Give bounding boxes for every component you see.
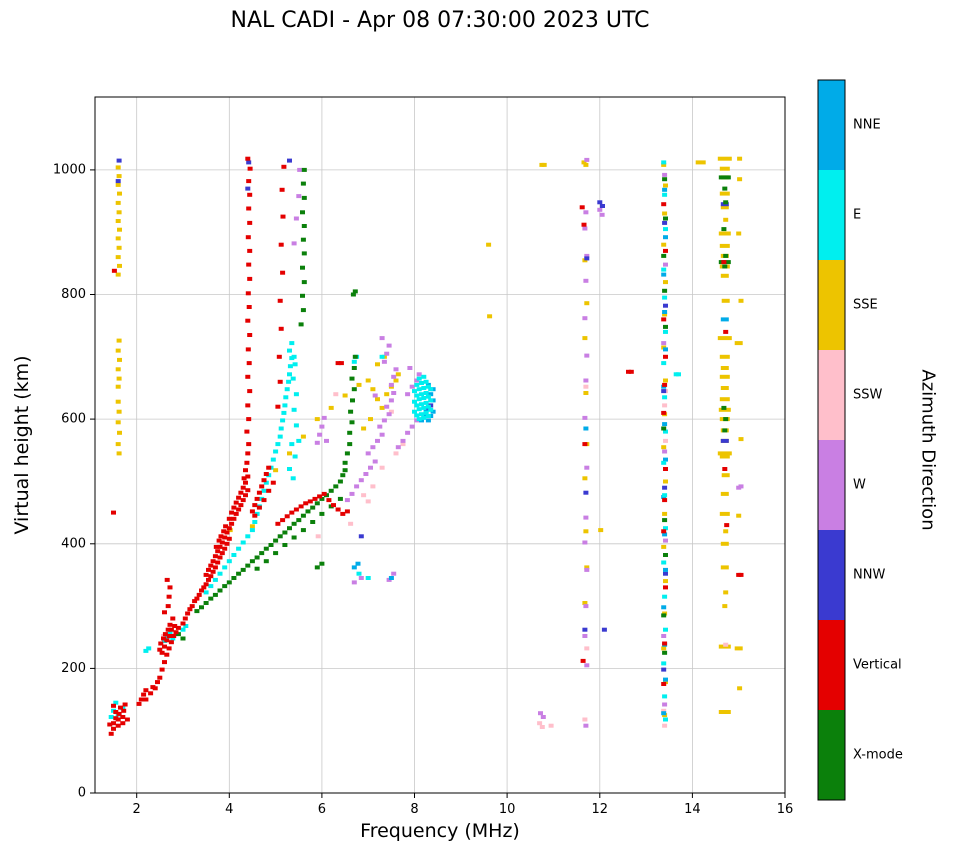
svg-text:6: 6 — [318, 802, 326, 817]
colorbar-tick-SSE: SSE — [853, 298, 878, 313]
colorbar-segment-NNW — [818, 530, 845, 620]
series-SSE — [115, 156, 744, 718]
y-axis-label: Virtual height (km) — [11, 355, 33, 535]
colorbar: NNE E SSE SSW W NNW Vertical X-mode — [817, 79, 903, 801]
svg-text:14: 14 — [684, 802, 701, 817]
scatter-points — [107, 156, 744, 736]
x-axis-label: Frequency (MHz) — [360, 820, 520, 842]
colorbar-tick-Vertical: Vertical — [853, 658, 902, 673]
svg-text:200: 200 — [61, 661, 86, 676]
svg-text:0: 0 — [78, 786, 86, 801]
series-X-mode — [175, 167, 731, 655]
svg-text:10: 10 — [499, 802, 516, 817]
colorbar-tick-NNW: NNW — [853, 568, 885, 583]
colorbar-tick-NNE: NNE — [853, 118, 881, 133]
series-W — [291, 157, 744, 728]
colorbar-frame — [817, 79, 846, 801]
colorbar-segment-SSW — [818, 350, 845, 440]
svg-text:400: 400 — [61, 536, 86, 551]
colorbar-segment-W — [818, 440, 845, 530]
series-Vertical — [107, 156, 744, 736]
colorbar-tick-E: E — [853, 208, 861, 223]
series-E — [108, 160, 681, 722]
series-SSW — [161, 384, 729, 729]
colorbar-tick-X-mode: X-mode — [853, 748, 903, 763]
chart-title: NAL CADI - Apr 08 07:30:00 2023 UTC — [230, 8, 650, 33]
svg-text:2: 2 — [133, 802, 141, 817]
svg-text:16: 16 — [777, 802, 794, 817]
svg-text:800: 800 — [61, 287, 86, 302]
svg-text:4: 4 — [225, 802, 233, 817]
colorbar-segment-SSE — [818, 260, 845, 350]
colorbar-tick-W: W — [853, 478, 866, 493]
colorbar-segment-E — [818, 170, 845, 260]
colorbar-segment-X-mode — [818, 710, 845, 800]
svg-text:8: 8 — [410, 802, 418, 817]
colorbar-segment-Vertical — [818, 620, 845, 710]
series-NNE — [351, 187, 729, 716]
svg-text:600: 600 — [61, 412, 86, 427]
plot-frame — [94, 96, 786, 794]
x-ticks: 2 4 6 8 10 12 14 16 — [133, 793, 794, 817]
y-ticks: 0 200 400 600 800 1000 — [53, 162, 95, 801]
colorbar-segment-NNE — [818, 80, 845, 170]
svg-text:12: 12 — [592, 802, 609, 817]
colorbar-tick-SSW: SSW — [853, 388, 883, 403]
gridlines — [95, 97, 786, 794]
colorbar-label: Azimuth Direction — [917, 369, 939, 531]
svg-text:1000: 1000 — [53, 162, 86, 177]
